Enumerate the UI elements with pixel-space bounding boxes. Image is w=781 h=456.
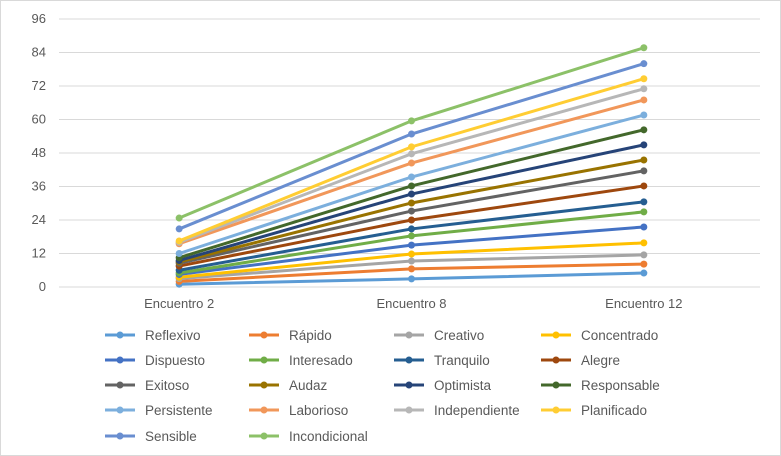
y-tick-label: 36 [32,179,46,194]
x-tick-label: Encuentro 12 [605,296,682,311]
data-point [640,156,648,164]
data-point [408,182,415,190]
data-point [640,60,648,68]
legend-label: Planificado [581,403,647,418]
data-point [640,251,648,259]
legend-label: Rápido [289,328,332,343]
data-point [408,265,415,273]
data-point [175,250,183,257]
y-tick-label: 96 [32,11,46,26]
y-tick-label: 84 [32,45,46,60]
data-point [408,232,415,240]
data-point [640,182,648,190]
legend-label: Alegre [581,353,620,368]
y-tick-label: 0 [39,279,46,294]
legend-label: Optimista [434,378,492,393]
data-point [640,44,648,52]
legend-label: Concentrado [581,328,658,343]
legend-label: Audaz [289,378,328,393]
legend-marker [116,406,124,414]
data-point [408,275,415,283]
data-point [640,141,648,149]
data-point [408,159,415,167]
y-tick-label: 12 [32,246,46,261]
data-point [408,257,415,265]
y-tick-label: 48 [32,145,46,160]
data-point [640,269,648,277]
legend-label: Reflexivo [145,328,201,343]
data-point [408,117,415,125]
legend-label: Incondicional [289,429,368,444]
legend-marker [405,331,413,339]
legend-marker [260,331,268,339]
data-point [408,216,415,224]
legend-marker [405,406,413,414]
legend-label: Interesado [289,353,353,368]
data-point [640,198,648,206]
data-point [408,250,415,258]
legend-label: Dispuesto [145,353,205,368]
legend-marker [116,381,124,389]
y-tick-label: 24 [32,212,46,227]
legend-marker [260,432,268,440]
x-tick-label: Encuentro 2 [144,296,214,311]
legend-marker [260,406,268,414]
data-point [408,173,415,181]
y-tick-label: 60 [32,112,46,127]
data-point [640,223,648,231]
data-point [408,130,415,138]
data-point [408,225,415,233]
legend-marker [116,356,124,364]
data-point [640,126,648,134]
legend-marker [552,406,560,414]
legend-marker [405,381,413,389]
x-tick-label: Encuentro 8 [376,296,446,311]
data-point [640,167,648,175]
data-point [408,190,415,198]
legend-label: Persistente [145,403,213,418]
legend-label: Laborioso [289,403,348,418]
legend-label: Creativo [434,328,484,343]
data-point [640,208,648,216]
data-point [640,111,648,119]
legend-label: Exitoso [145,378,189,393]
data-point [408,241,415,249]
data-point [640,75,648,83]
legend-marker [552,331,560,339]
data-point [640,260,648,268]
legend-label: Independiente [434,403,520,418]
legend-marker [116,432,124,440]
data-point [408,207,415,215]
legend-label: Sensible [145,429,197,444]
legend-marker [260,356,268,364]
legend-marker [552,356,560,364]
legend-marker [405,356,413,364]
legend-marker [260,381,268,389]
y-tick-label: 72 [32,78,46,93]
data-point [640,96,648,104]
legend-label: Responsable [581,378,660,393]
data-point [175,237,183,245]
data-point [408,143,415,151]
data-point [175,214,183,222]
legend-label: Tranquilo [434,353,490,368]
data-point [640,239,648,247]
legend-marker [552,381,560,389]
data-point [175,225,183,233]
data-point [408,150,415,158]
data-point [640,85,648,93]
legend-marker [116,331,124,339]
data-point [408,199,415,207]
